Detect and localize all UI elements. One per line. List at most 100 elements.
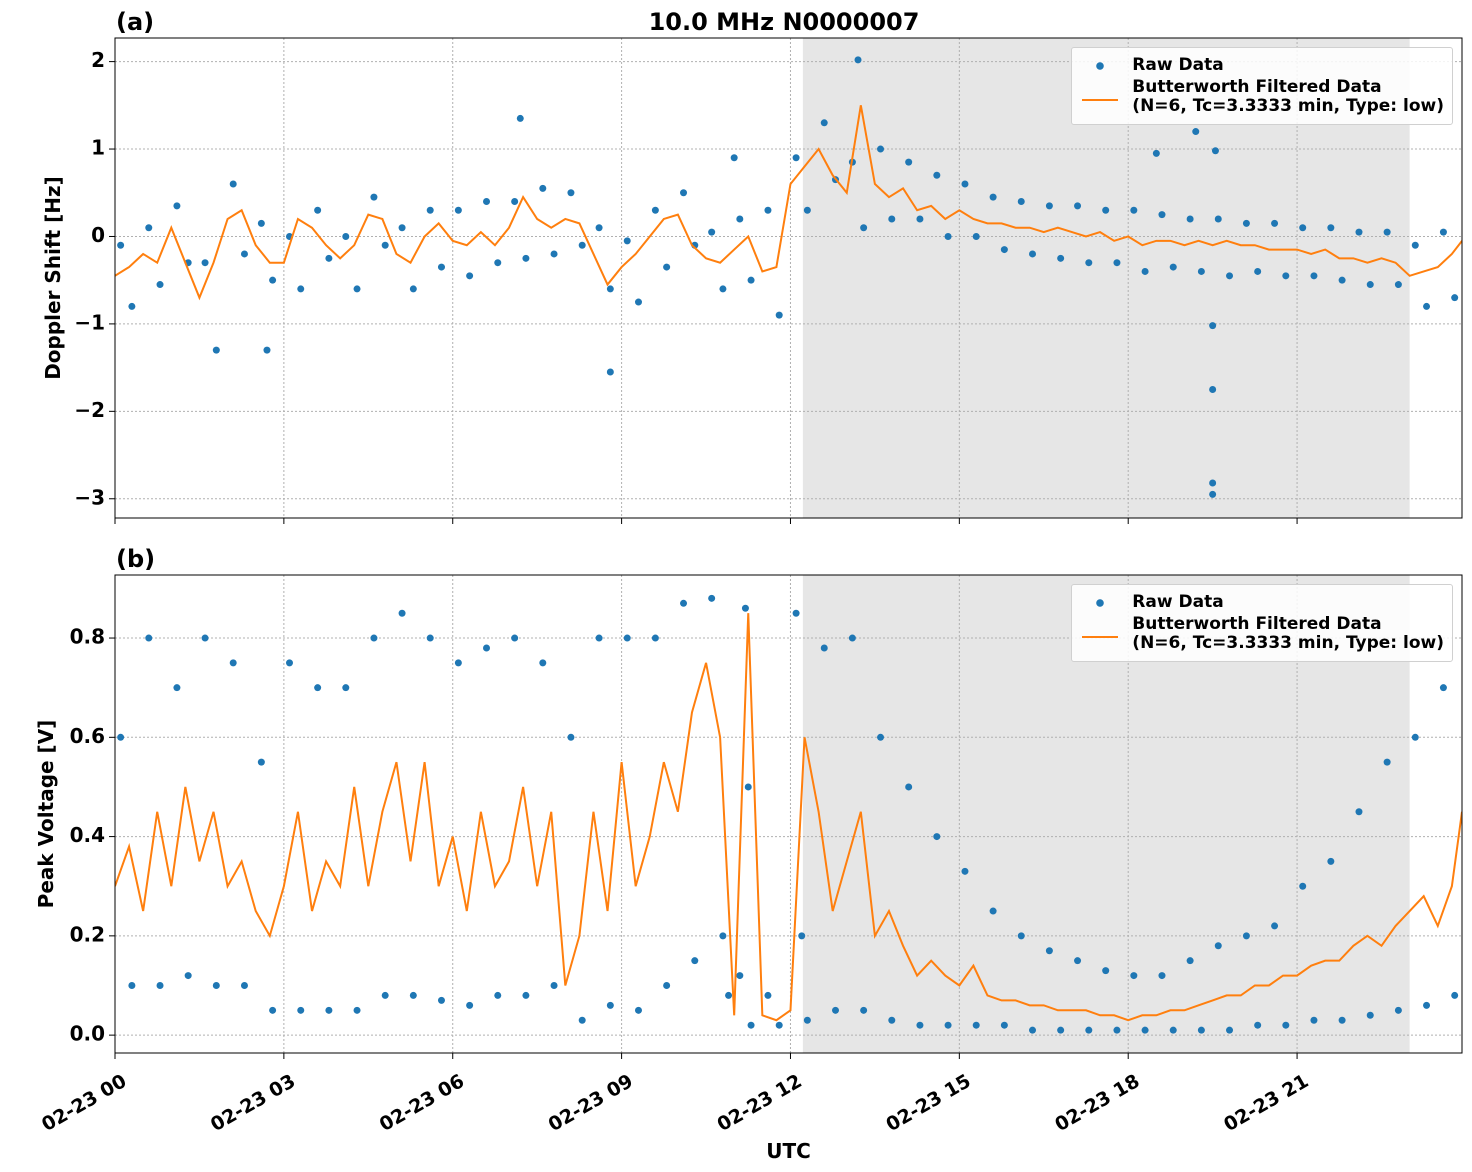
filtered-line <box>115 613 1462 1022</box>
raw-point <box>567 189 575 197</box>
raw-point <box>916 215 924 223</box>
raw-point <box>1271 219 1279 227</box>
raw-point <box>651 634 659 642</box>
raw-point <box>651 206 659 214</box>
y-axis-label: Doppler Shift [Hz] <box>41 176 65 380</box>
raw-point <box>961 867 969 875</box>
raw-point <box>764 991 772 999</box>
raw-point <box>933 833 941 841</box>
raw-point <box>550 250 558 258</box>
panel-label: (a) <box>116 8 154 36</box>
raw-point <box>1141 267 1149 275</box>
raw-point <box>511 634 519 642</box>
raw-point <box>297 1006 305 1014</box>
raw-point <box>381 241 389 249</box>
legend-item: Raw Data <box>1080 593 1444 613</box>
panel-label: (b) <box>116 545 155 573</box>
raw-point <box>1017 932 1025 940</box>
y-tick-label: 0.0 <box>70 1022 105 1046</box>
raw-point <box>173 684 181 692</box>
raw-point <box>285 659 293 667</box>
raw-point <box>606 1001 614 1009</box>
raw-point <box>1411 733 1419 741</box>
raw-point <box>972 1021 980 1029</box>
raw-point <box>595 634 603 642</box>
raw-point <box>201 634 209 642</box>
raw-point <box>1186 215 1194 223</box>
raw-point <box>426 634 434 642</box>
raw-point <box>1209 479 1217 487</box>
raw-point <box>905 783 913 791</box>
plot-area <box>115 594 1462 1034</box>
raw-point <box>877 145 885 153</box>
raw-point <box>1226 272 1234 280</box>
raw-point <box>381 991 389 999</box>
y-tick-label: −1 <box>74 310 105 334</box>
raw-point <box>1197 1026 1205 1034</box>
raw-point <box>877 733 885 741</box>
raw-point <box>708 228 716 236</box>
legend-symbol <box>1080 56 1121 76</box>
raw-point <box>325 1006 333 1014</box>
raw-point <box>1102 967 1110 975</box>
raw-point <box>663 263 671 271</box>
raw-point <box>1338 1016 1346 1024</box>
raw-point <box>775 311 783 319</box>
raw-point <box>1242 932 1250 940</box>
raw-point <box>1158 972 1166 980</box>
y-tick-label: 1 <box>91 136 105 160</box>
x-tick-label: 02-23 15 <box>882 1070 974 1136</box>
x-tick-label: 02-23 09 <box>545 1070 637 1136</box>
raw-point <box>1366 1011 1374 1019</box>
raw-point <box>744 783 752 791</box>
raw-point <box>708 594 716 602</box>
raw-point <box>1394 281 1402 289</box>
raw-point <box>1085 259 1093 267</box>
raw-point <box>1000 1021 1008 1029</box>
raw-point <box>128 981 136 989</box>
raw-point <box>860 1006 868 1014</box>
raw-point <box>595 224 603 232</box>
raw-point <box>1102 206 1110 214</box>
legend-label: Butterworth Filtered Data (N=6, Tc=3.333… <box>1132 77 1444 116</box>
raw-point <box>494 991 502 999</box>
raw-point <box>1113 1026 1121 1034</box>
y-tick-label: 0.4 <box>70 823 105 847</box>
legend-symbol <box>1080 627 1120 647</box>
raw-point <box>1310 272 1318 280</box>
raw-point <box>1226 1026 1234 1034</box>
y-tick-label: 2 <box>91 48 105 72</box>
raw-point <box>1254 267 1262 275</box>
raw-point <box>550 981 558 989</box>
raw-point <box>1209 322 1217 330</box>
raw-point <box>1338 276 1346 284</box>
raw-point <box>409 285 417 293</box>
raw-point <box>623 237 631 245</box>
raw-point <box>854 56 862 64</box>
raw-point <box>803 1016 811 1024</box>
raw-point <box>1192 128 1200 136</box>
raw-point <box>944 1021 952 1029</box>
legend: Raw Data Butterworth Filtered Data (N=6, … <box>1071 47 1453 125</box>
raw-point <box>1113 259 1121 267</box>
raw-point <box>860 224 868 232</box>
raw-point <box>719 285 727 293</box>
raw-point <box>229 180 237 188</box>
raw-point <box>212 981 220 989</box>
raw-point <box>128 302 136 310</box>
raw-point <box>1057 1026 1065 1034</box>
raw-point <box>483 197 491 205</box>
raw-point <box>680 189 688 197</box>
x-tick-label: 02-23 21 <box>1220 1070 1312 1136</box>
x-tick-label: 02-23 12 <box>714 1070 806 1136</box>
raw-point <box>792 609 800 617</box>
y-tick-label: 0.6 <box>70 724 105 748</box>
legend-line <box>1082 99 1119 101</box>
raw-point <box>297 285 305 293</box>
x-tick-label: 02-23 03 <box>207 1070 299 1136</box>
raw-point <box>257 758 265 766</box>
raw-point <box>848 634 856 642</box>
y-tick-label: 0 <box>91 223 105 247</box>
raw-point <box>888 215 896 223</box>
